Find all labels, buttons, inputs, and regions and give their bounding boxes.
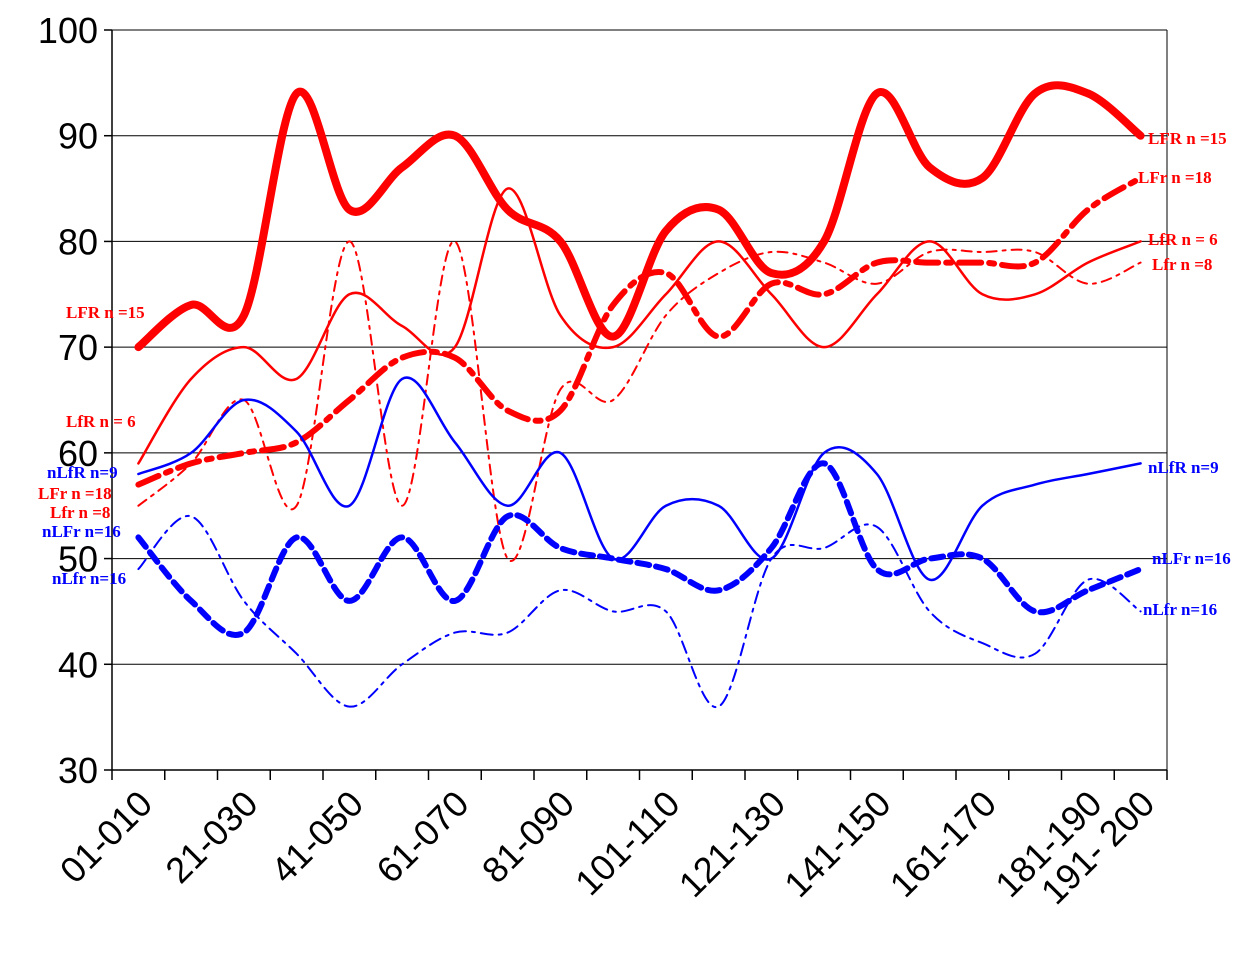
series-line-4 [137,376,1142,581]
y-tick-label: 100 [38,10,98,51]
series-label-left: LFr n =18 [38,484,112,503]
series-line-2 [137,187,1142,465]
x-tick-label: 141-150 [776,783,898,905]
series-line-0 [134,81,1145,352]
series-label-right: LFR n =15 [1148,129,1227,148]
series-label-right: nLfr n=16 [1143,600,1217,619]
series-label-left: nLfr n=16 [52,569,126,588]
y-tick-label: 80 [58,221,98,262]
gridlines [112,29,1167,665]
x-tick-label: 101-110 [567,783,688,904]
series-label-right: LfR n = 6 [1148,230,1218,249]
x-tick-labels: 01-01021-03041-05061-07081-090101-110121… [52,783,1163,912]
series-label-left: LFR n =15 [66,303,145,322]
y-tick-labels: 30 40 50 60 70 80 90 100 [38,10,98,791]
x-tick-label: 61-070 [368,783,476,891]
y-tick-label: 70 [58,327,98,368]
x-tick-label: 161-170 [882,783,1004,905]
series-label-right: nLFr n=16 [1152,549,1231,568]
x-tick-label: 01-010 [52,783,160,891]
y-tick-label: 60 [58,433,98,474]
x-tick-label: 121-130 [671,783,793,905]
series-line-1 [135,175,1144,488]
y-tick-label: 90 [58,116,98,157]
series-label-left: Lfr n =8 [50,503,110,522]
series-label-left: LfR n = 6 [66,412,136,431]
axes [104,29,1168,780]
x-tick-label: 21-030 [157,783,265,891]
series-label-left: nLFr n=16 [42,522,121,541]
y-tick-label: 30 [58,750,98,791]
y-tick-label: 40 [58,644,98,685]
series-line-3 [137,240,1142,563]
x-tick-label: 81-090 [474,783,582,891]
y-tick-label: 50 [58,539,98,580]
series-line-6 [137,515,1142,708]
series-labels: LFR n =15 LFR n =15 LFr n =18 LFr n =18 LfR … [38,129,1231,619]
series-lines [134,81,1145,708]
series-label-right: nLfR n=9 [1148,458,1219,477]
series-label-right: LFr n =18 [1138,168,1212,187]
series-label-left: nLfR n=9 [47,463,118,482]
x-tick-label: 41-050 [263,783,371,891]
series-line-5 [135,460,1144,638]
series-label-right: Lfr n =8 [1152,255,1212,274]
